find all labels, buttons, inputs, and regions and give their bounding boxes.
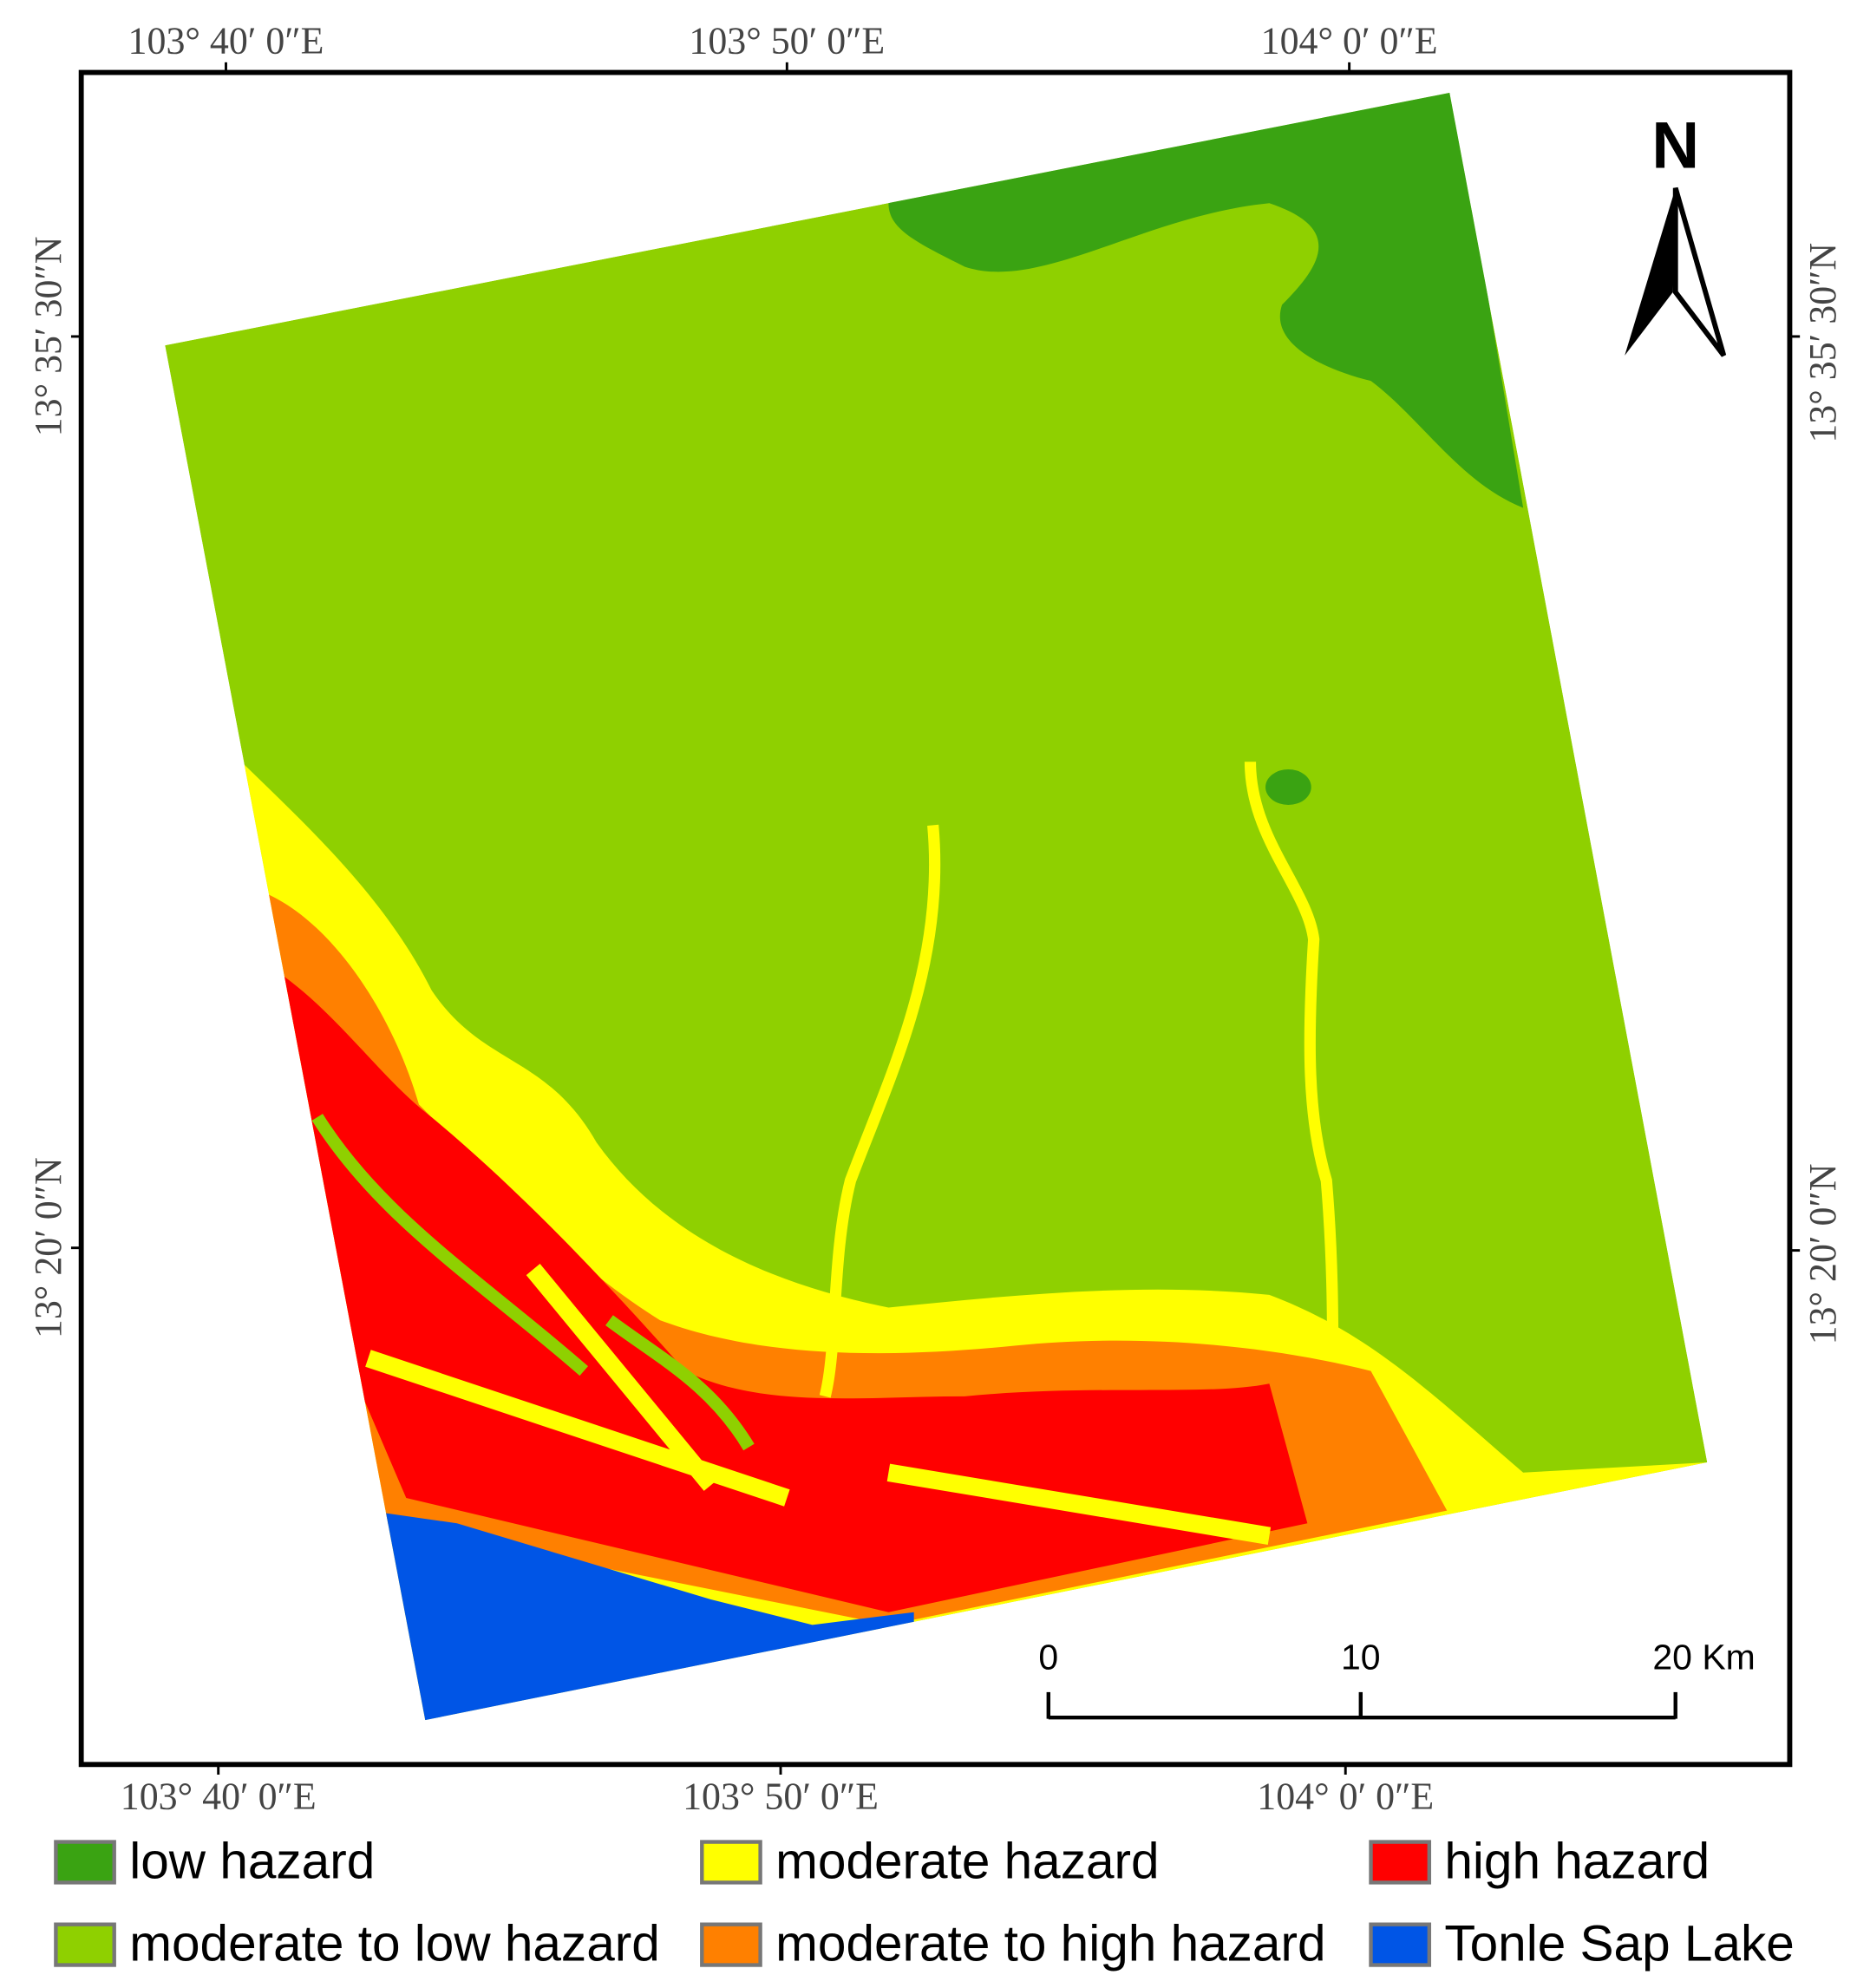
legend-swatch [1369, 1922, 1432, 1967]
legend-swatch [54, 1922, 116, 1967]
map-frame [78, 69, 1793, 1768]
scale-label: 10 [1341, 1638, 1381, 1677]
river [819, 824, 941, 1398]
legend-label: high hazard [1444, 1833, 1710, 1889]
north-arrow [1672, 186, 1727, 357]
north-label: N [1651, 108, 1699, 182]
lat-label: 13° 35′ 30″N [1802, 243, 1844, 443]
legend-swatch [54, 1840, 116, 1885]
legend-label: Tonle Sap Lake [1444, 1916, 1794, 1972]
high-hazard-area [253, 965, 1308, 1612]
legend-swatch [700, 1840, 762, 1885]
lon-label: 104° 0′ 0″E [1261, 21, 1438, 62]
legend-swatch [1369, 1840, 1432, 1885]
scale-label: 0 [1038, 1638, 1058, 1677]
legend: low hazard moderate hazard high hazard mode… [54, 1833, 1795, 1972]
lat-label: 13° 20′ 0″N [28, 1157, 69, 1338]
lon-label: 103° 40′ 0″E [128, 21, 324, 62]
moderate-hazard-strip [365, 1264, 1272, 1545]
lon-label: 103° 50′ 0″E [689, 21, 885, 62]
scale-label: 20 Km [1652, 1638, 1755, 1677]
legend-label: moderate to high hazard [775, 1916, 1325, 1972]
hazard-raster [165, 92, 1708, 1721]
north-arrow [1625, 187, 1676, 356]
legend-label: moderate to low hazard [129, 1916, 660, 1972]
graticule-ticks [70, 62, 1801, 1775]
low-hazard-area [888, 92, 1524, 508]
lon-label: 104° 0′ 0″E [1257, 1776, 1434, 1818]
legend-label: moderate hazard [775, 1833, 1159, 1889]
lon-label: 103° 40′ 0″E [121, 1776, 317, 1818]
lon-label: 103° 50′ 0″E [683, 1776, 879, 1818]
moderate-low-strip [311, 1114, 755, 1451]
lat-label: 13° 35′ 30″N [28, 237, 69, 437]
river [1244, 762, 1339, 1359]
legend-label: low hazard [129, 1833, 375, 1889]
scale-bar [1046, 1691, 1677, 1720]
low-hazard-pond [1265, 768, 1311, 805]
legend-swatch [700, 1922, 762, 1967]
lat-label: 13° 20′ 0″N [1802, 1164, 1844, 1345]
